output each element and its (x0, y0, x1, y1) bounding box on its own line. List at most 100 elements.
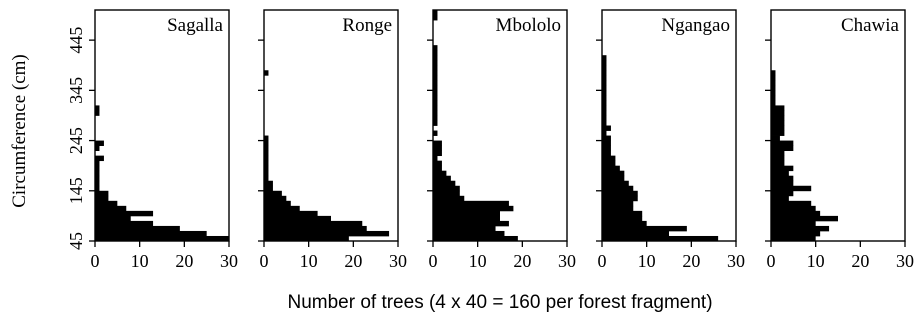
bar (602, 150, 611, 157)
x-tick-label: 0 (767, 251, 776, 271)
bar (602, 75, 607, 81)
x-tick-label: 20 (682, 251, 700, 271)
bar (771, 85, 776, 91)
bar (433, 75, 438, 81)
bar (95, 180, 100, 187)
x-tick-label: 0 (260, 251, 269, 271)
bar (433, 65, 438, 71)
bar (602, 130, 607, 136)
bar (95, 165, 100, 172)
x-tick-label: 20 (344, 251, 362, 271)
bar (433, 225, 496, 232)
bar (264, 145, 269, 152)
panel-frame (770, 9, 906, 242)
bar (264, 215, 331, 222)
x-tick-label: 10 (300, 251, 318, 271)
y-tick-label: 445 (66, 27, 86, 54)
x-tick-label: 0 (91, 251, 100, 271)
bar (771, 95, 776, 101)
y-axis-title: Circumference (cm) (9, 54, 30, 208)
y-tick-label: 145 (66, 177, 86, 204)
bar (264, 140, 269, 146)
bar (433, 140, 442, 146)
bar (433, 150, 442, 157)
x-tick-label: 10 (638, 251, 656, 271)
bar (602, 220, 647, 227)
bar (264, 185, 273, 192)
bar (433, 10, 438, 16)
bar (433, 115, 438, 121)
bar (602, 155, 616, 162)
bar (433, 95, 438, 101)
panel-ngangao: Ngangao 0 10 20 30 (596, 9, 745, 271)
x-tick-label: 10 (131, 251, 149, 271)
bar (433, 120, 438, 126)
panel-ronge: Ronge 0 10 20 30 (258, 9, 407, 271)
bar (433, 200, 509, 207)
panel-title: Ronge (342, 15, 392, 36)
bar (433, 60, 438, 66)
x-tick-label: 30 (727, 251, 745, 271)
bar (95, 225, 180, 232)
bar (771, 105, 785, 111)
bar (602, 55, 607, 61)
bar (95, 155, 104, 162)
panel-frame (94, 9, 230, 242)
bar (264, 190, 282, 197)
bar (771, 100, 776, 106)
bar (433, 90, 438, 96)
bar (95, 110, 100, 116)
bar (95, 210, 154, 217)
bar (602, 100, 607, 106)
bar (433, 15, 438, 21)
bar (264, 235, 349, 242)
y-tick-label: 45 (66, 232, 86, 250)
bar (433, 50, 438, 56)
bar (264, 200, 291, 207)
bar (771, 70, 776, 76)
bar (95, 215, 131, 222)
bar (771, 235, 816, 242)
bar (433, 45, 438, 51)
bar (433, 205, 514, 212)
bar (602, 85, 607, 91)
panel-mbololo: Mbololo 0 10 20 30 (427, 9, 576, 271)
bar (433, 165, 442, 172)
bar (602, 205, 634, 212)
bar (95, 220, 154, 227)
bar (771, 145, 794, 152)
bar (602, 60, 607, 66)
bar (95, 200, 118, 207)
bar (602, 210, 643, 217)
x-tick-label: 30 (558, 251, 576, 271)
bar (95, 170, 100, 177)
panel-title: Ngangao (661, 15, 730, 36)
bar (602, 230, 669, 237)
bar (433, 220, 509, 227)
bar (771, 175, 794, 182)
bar (771, 160, 785, 167)
bar (771, 120, 785, 126)
panel-frame (263, 9, 399, 242)
bar (433, 195, 465, 202)
bar (771, 200, 812, 207)
bar (771, 150, 785, 157)
bar (95, 190, 109, 197)
bar (602, 190, 638, 197)
x-tick-label: 30 (220, 251, 238, 271)
bar (433, 130, 438, 136)
bar (602, 140, 611, 146)
bar (602, 165, 620, 172)
bar (95, 175, 100, 182)
x-tick-label: 0 (598, 251, 607, 271)
bar (602, 200, 634, 207)
bar (95, 235, 229, 242)
bar (433, 210, 500, 217)
bar (602, 90, 607, 96)
bar (771, 170, 789, 177)
x-tick-label: 0 (429, 251, 438, 271)
bar (771, 195, 789, 202)
bar (771, 215, 838, 222)
panel-chawia: Chawia 0 10 20 30 (765, 9, 914, 271)
